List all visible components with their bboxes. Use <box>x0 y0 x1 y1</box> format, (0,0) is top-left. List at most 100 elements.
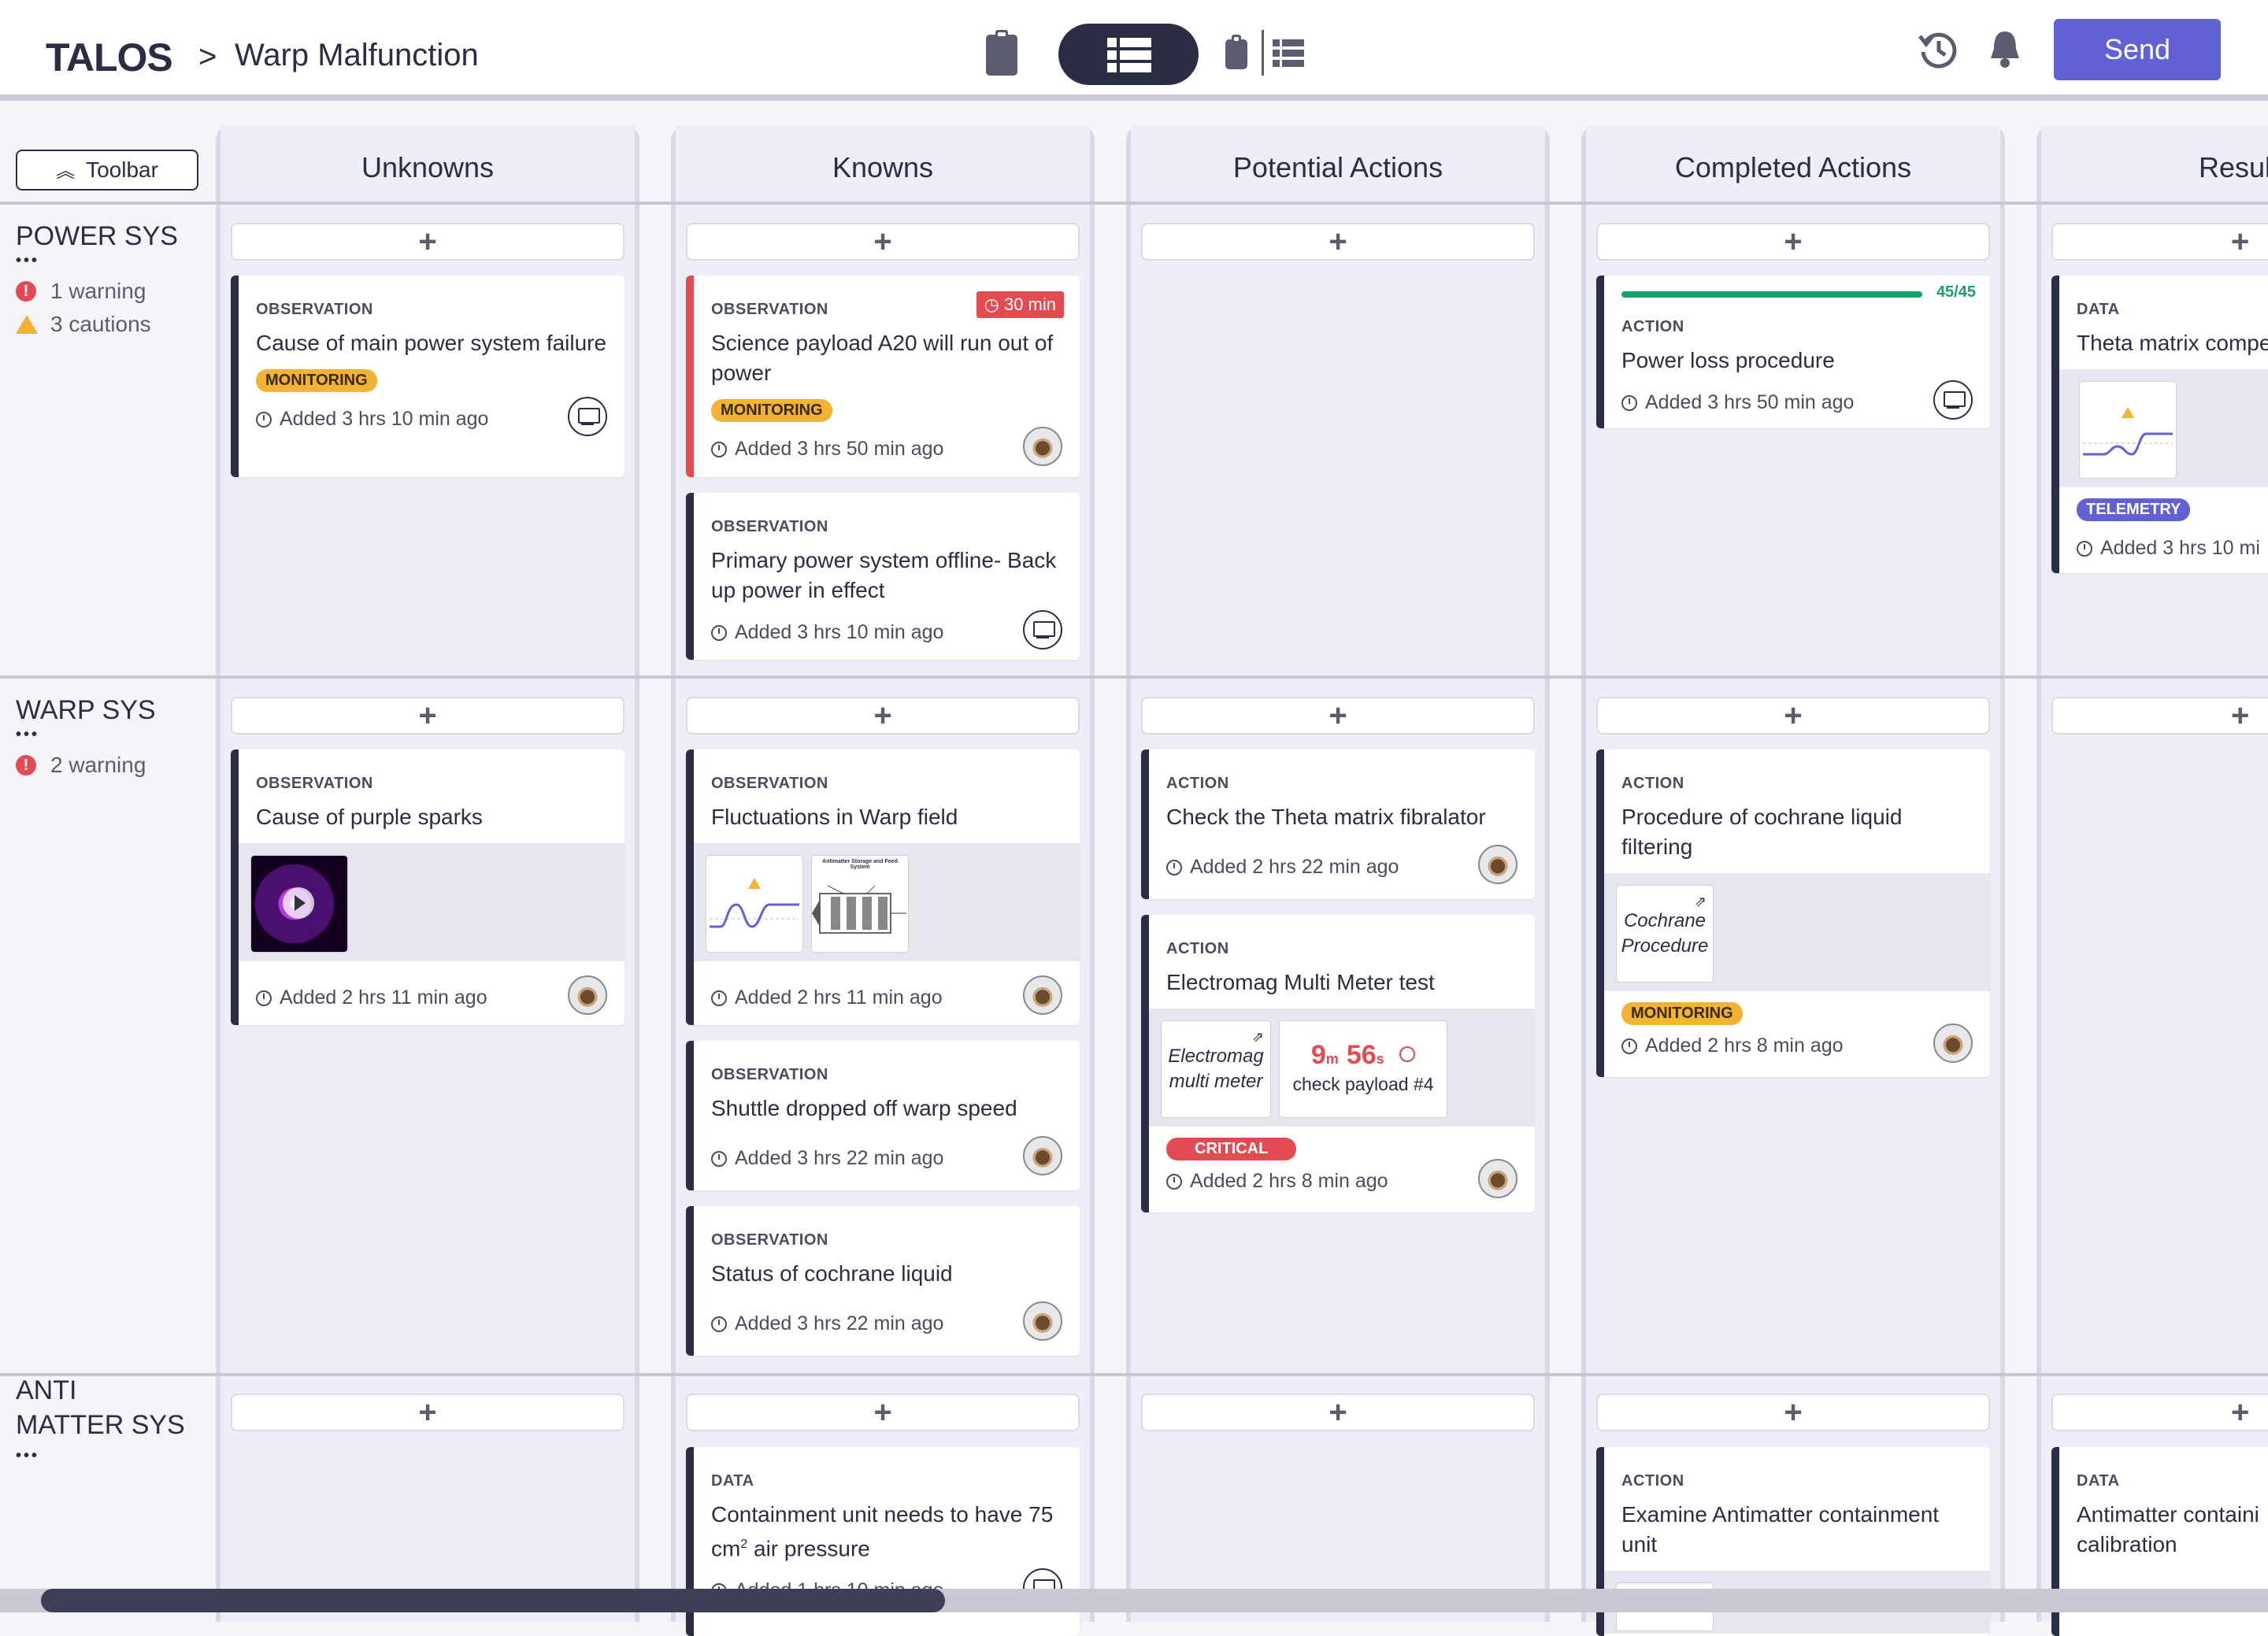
row-divider <box>0 1373 2268 1376</box>
add-card-button[interactable]: + <box>231 223 624 261</box>
card-type: OBSERVATION <box>711 1066 828 1083</box>
external-link-icon[interactable]: ⇗ <box>1251 1029 1264 1045</box>
add-card-button[interactable]: + <box>2051 1394 2268 1431</box>
avatar[interactable] <box>1023 1136 1062 1175</box>
add-card-button[interactable]: + <box>1141 697 1535 735</box>
play-icon[interactable] <box>283 887 314 919</box>
clock-icon <box>1166 1174 1182 1190</box>
toolbar-toggle-button[interactable]: ︽ Toolbar <box>16 150 198 191</box>
add-card-button[interactable]: + <box>686 1394 1080 1431</box>
card-type: OBSERVATION <box>711 301 828 318</box>
progress-bar <box>1621 291 1922 298</box>
pause-icon[interactable] <box>1399 1046 1416 1062</box>
card-cochrane-filtering[interactable]: ACTION Procedure of cochrane liquid filt… <box>1596 750 1990 1077</box>
row-label-anti-matter-sys: ANTI MATTER SYS ••• <box>16 1373 213 1464</box>
avatar[interactable] <box>1478 845 1518 884</box>
card-science-payload[interactable]: ◷ 30 min OBSERVATION Science payload A20… <box>686 276 1080 477</box>
avatar[interactable] <box>1023 975 1062 1015</box>
video-thumbnail[interactable] <box>251 856 347 952</box>
clock-icon <box>2077 541 2092 557</box>
add-card-button[interactable]: + <box>1596 1394 1990 1431</box>
add-card-button[interactable]: + <box>2051 697 2268 735</box>
add-card-button[interactable]: + <box>1596 223 1990 261</box>
card-theta-matrix[interactable]: DATA Theta matrix compe TELEMETRY Added … <box>2051 276 2268 573</box>
bell-icon[interactable] <box>1986 27 2024 71</box>
avatar[interactable] <box>1023 427 1062 466</box>
list-view-icon <box>1107 38 1151 72</box>
add-card-button[interactable]: + <box>1141 223 1535 261</box>
clock-icon <box>711 990 727 1006</box>
card-warp-field-fluctuations[interactable]: OBSERVATION Fluctuations in Warp field A… <box>686 750 1080 1025</box>
add-card-button[interactable]: + <box>231 1394 624 1431</box>
more-icon[interactable]: ••• <box>16 252 40 269</box>
chevron-right-icon: > <box>198 39 217 74</box>
diagram-title: Antimatter Storage and Feed System <box>822 859 898 870</box>
list-view-toggle[interactable] <box>1058 24 1199 85</box>
card-title: Primary power system offline- Back up po… <box>711 548 1057 602</box>
add-card-button[interactable]: + <box>2051 223 2268 261</box>
chevron-up-icon: ︽ <box>56 161 76 182</box>
warning-icon <box>16 315 38 334</box>
avatar[interactable] <box>568 975 607 1015</box>
card-attachments: ⇗ Electromag multi meter 9m 56s check pay… <box>1149 1009 1535 1127</box>
card-type: ACTION <box>1621 775 1684 792</box>
card-cochrane-status[interactable]: OBSERVATION Status of cochrane liquid Ad… <box>686 1206 1080 1356</box>
card-purple-sparks[interactable]: OBSERVATION Cause of purple sparks Added… <box>231 750 624 1025</box>
card-title: Examine Antimatter containment unit <box>1621 1502 1940 1556</box>
avatar[interactable] <box>1023 1301 1062 1341</box>
card-electromag-test[interactable]: ACTION Electromag Multi Meter test ⇗ Ele… <box>1141 915 1535 1212</box>
card-main-power-failure[interactable]: OBSERVATION Cause of main power system f… <box>231 276 624 477</box>
card-type: DATA <box>2077 301 2120 318</box>
talos-logo[interactable]: TALOS <box>46 35 173 80</box>
card-shuttle-dropped-warp[interactable]: OBSERVATION Shuttle dropped off warp spe… <box>686 1041 1080 1190</box>
card-title: Cause of main power system failure <box>256 331 607 355</box>
add-card-button[interactable]: + <box>686 223 1080 261</box>
warning-alert[interactable]: ! 1 warning <box>16 279 213 304</box>
diagram-thumbnail[interactable]: Antimatter Storage and Feed System <box>812 856 908 952</box>
status-badge: MONITORING <box>711 399 832 422</box>
waveform-graph <box>2083 407 2173 456</box>
add-card-button[interactable]: + <box>686 697 1080 735</box>
card-title: Shuttle dropped off warp speed <box>711 1096 1017 1120</box>
add-card-button[interactable]: + <box>1596 697 1990 735</box>
status-badge: MONITORING <box>1621 1002 1743 1025</box>
card-primary-power-offline[interactable]: OBSERVATION Primary power system offline… <box>686 493 1080 660</box>
monitor-icon[interactable] <box>568 397 607 436</box>
card-footer: Added 3 hrs 22 min ago <box>711 1136 1062 1182</box>
add-card-button[interactable]: + <box>231 697 624 735</box>
clock-icon <box>711 625 727 641</box>
telemetry-thumbnail[interactable] <box>706 856 802 952</box>
card-title: Electromag Multi Meter test <box>1166 970 1435 994</box>
clock-icon <box>256 990 272 1006</box>
warning-alert[interactable]: ! 2 warning <box>16 753 213 778</box>
board-view-icon[interactable] <box>1273 39 1304 68</box>
document-title: Cochrane Procedure <box>1621 910 1709 957</box>
monitor-icon[interactable] <box>1933 380 1973 420</box>
more-icon[interactable]: ••• <box>16 726 40 743</box>
external-link-icon[interactable]: ⇗ <box>1694 894 1707 909</box>
document-thumbnail[interactable]: ⇗ Electromag multi meter <box>1162 1021 1270 1117</box>
card-attachments: ⇗ Cochrane Procedure <box>1604 873 1990 991</box>
history-icon[interactable] <box>1917 28 1959 71</box>
card-power-loss-procedure[interactable]: 45/45 ACTION Power loss procedure Added … <box>1596 276 1990 428</box>
more-icon[interactable]: ••• <box>16 1447 40 1464</box>
avatar[interactable] <box>1933 1023 1973 1063</box>
clock-icon <box>1621 1038 1637 1054</box>
add-card-button[interactable]: + <box>1141 1394 1535 1431</box>
document-thumbnail[interactable]: ⇗ Cochrane Procedure <box>1617 886 1713 982</box>
avatar[interactable] <box>1478 1159 1518 1198</box>
countdown-timer[interactable]: 9m 56s check payload #4 <box>1280 1021 1447 1117</box>
monitor-icon[interactable] <box>1023 610 1062 650</box>
clock-icon <box>711 1151 727 1167</box>
card-theta-fibralator[interactable]: ACTION Check the Theta matrix fibralator… <box>1141 750 1535 899</box>
clipboard-icon[interactable] <box>986 30 1017 76</box>
horizontal-scrollbar-thumb[interactable] <box>41 1589 945 1612</box>
row-title: WARP SYS <box>16 695 156 725</box>
clipboard-small-icon[interactable] <box>1225 35 1247 69</box>
card-footer: Added 2 hrs 8 min ago <box>1166 1159 1518 1205</box>
caution-alert[interactable]: 3 cautions <box>16 312 213 337</box>
telemetry-thumbnail[interactable] <box>2080 382 2176 478</box>
status-badge: MONITORING <box>256 369 377 392</box>
toolbar-divider <box>1262 30 1264 76</box>
send-button[interactable]: Send <box>2054 19 2221 80</box>
